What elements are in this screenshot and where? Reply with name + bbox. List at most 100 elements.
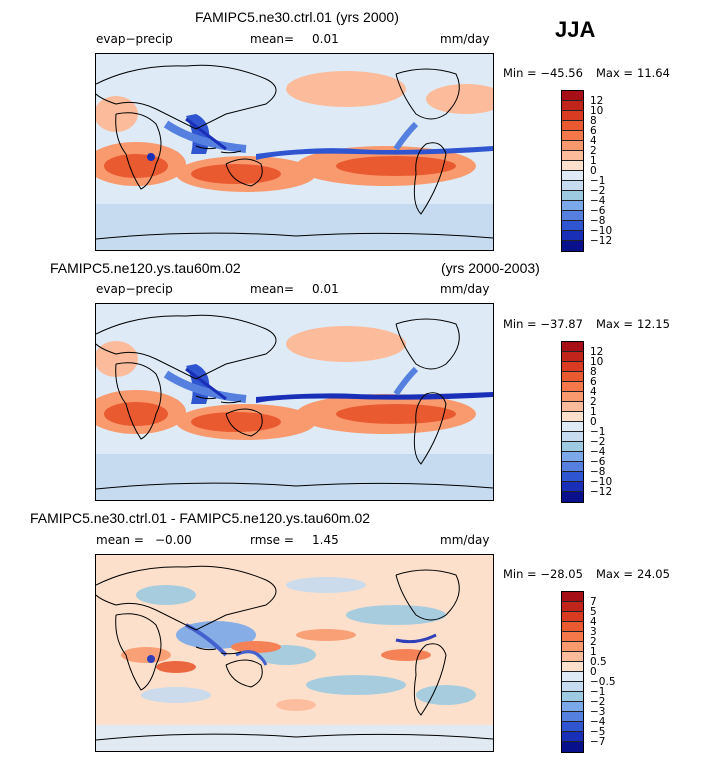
colorbar-tick-label: 4 xyxy=(590,135,597,147)
colorbar-tick-label: −1 xyxy=(590,686,606,698)
colorbar-tick-label: 0 xyxy=(590,416,597,428)
panel-2-colorbar-bin xyxy=(562,392,583,402)
colorbar-tick-label: 2 xyxy=(590,145,597,157)
colorbar-tick-label: 10 xyxy=(590,105,604,117)
panel-3-colorbar-bin xyxy=(562,712,583,722)
panel-2-map-field xyxy=(96,304,493,500)
panel-1-min: Min = −45.56 xyxy=(503,66,583,80)
colorbar-tick-label: 0 xyxy=(590,666,597,678)
colorbar-tick-label: −7 xyxy=(590,736,606,748)
panel-2-colorbar-bin xyxy=(562,492,583,502)
panel-3-colorbar-bin xyxy=(562,732,583,742)
panel-3-mean-label: mean = xyxy=(96,533,144,547)
panel-3-colorbar-bin xyxy=(562,602,583,612)
colorbar-tick-label: 4 xyxy=(590,616,597,628)
panel-3-min: Min = −28.05 xyxy=(503,567,583,581)
panel-3-rmse-value: 1.45 xyxy=(312,533,339,547)
panel-3-map-field xyxy=(96,555,493,751)
colorbar-tick-label: −2 xyxy=(590,436,606,448)
panel-1-colorbar xyxy=(561,90,584,252)
colorbar-tick-label: 8 xyxy=(590,115,597,127)
colorbar-tick-label: 12 xyxy=(590,346,604,358)
panel-2-colorbar xyxy=(561,341,584,503)
colorbar-tick-label: −3 xyxy=(590,706,606,718)
panel-1-colorbar-bin xyxy=(562,91,583,101)
colorbar-tick-label: −1 xyxy=(590,426,606,438)
panel-1-title: FAMIPC5.ne30.ctrl.01 (yrs 2000) xyxy=(195,9,399,25)
panel-2-max-label: Max = xyxy=(596,317,634,331)
panel-1-colorbar-bin xyxy=(562,241,583,251)
panel-1-colorbar-bin xyxy=(562,231,583,241)
panel-3-max-label: Max = xyxy=(596,567,634,581)
panel-3-colorbar-bin xyxy=(562,672,583,682)
panel-2-colorbar-bin xyxy=(562,482,583,492)
colorbar-tick-label: −8 xyxy=(590,466,606,478)
panel-1-colorbar-bin xyxy=(562,211,583,221)
colorbar-tick-label: −5 xyxy=(590,726,606,738)
panel-2-mean-value: 0.01 xyxy=(312,282,339,296)
panel-1-colorbar-bin xyxy=(562,101,583,111)
panel-1-map xyxy=(95,53,494,251)
panel-1-colorbar-bin xyxy=(562,161,583,171)
panel-3-colorbar-bin xyxy=(562,682,583,692)
panel-2-map xyxy=(95,303,494,501)
panel-3-colorbar-bin xyxy=(562,642,583,652)
panel-2-colorbar-bin xyxy=(562,412,583,422)
colorbar-tick-label: 12 xyxy=(590,95,604,107)
colorbar-tick-label: 0.5 xyxy=(590,656,607,668)
panel-2-max-value: 12.15 xyxy=(637,317,670,331)
colorbar-tick-label: 1 xyxy=(590,406,597,418)
panel-2-colorbar-bin xyxy=(562,452,583,462)
colorbar-tick-label: −12 xyxy=(590,235,613,247)
panel-3-colorbar-bin xyxy=(562,742,583,752)
panel-2-colorbar-bin xyxy=(562,402,583,412)
colorbar-tick-label: −4 xyxy=(590,195,606,207)
panel-2-colorbar-bin xyxy=(562,342,583,352)
colorbar-tick-label: −8 xyxy=(590,215,606,227)
colorbar-tick-label: −4 xyxy=(590,716,606,728)
panel-1-colorbar-bin xyxy=(562,181,583,191)
colorbar-tick-label: −12 xyxy=(590,486,613,498)
colorbar-tick-label: 1 xyxy=(590,646,597,658)
panel-2-colorbar-bin xyxy=(562,462,583,472)
colorbar-tick-label: 8 xyxy=(590,366,597,378)
panel-1-colorbar-bin xyxy=(562,151,583,161)
colorbar-tick-label: −1 xyxy=(590,175,606,187)
panel-1-max-label: Max = xyxy=(596,66,634,80)
panel-3-colorbar-bin xyxy=(562,622,583,632)
colorbar-tick-label: −10 xyxy=(590,225,613,237)
panel-1-colorbar-bin xyxy=(562,111,583,121)
colorbar-tick-label: 2 xyxy=(590,636,597,648)
panel-2-colorbar-bin xyxy=(562,352,583,362)
panel-1-map-field xyxy=(96,54,493,250)
panel-2-mean-label: mean= xyxy=(250,282,295,296)
panel-3-colorbar-bin xyxy=(562,652,583,662)
colorbar-tick-label: 2 xyxy=(590,396,597,408)
panel-2-colorbar-bin xyxy=(562,422,583,432)
panel-3-colorbar-bin xyxy=(562,692,583,702)
panel-2-min: Min = −37.87 xyxy=(503,317,583,331)
colorbar-tick-label: 1 xyxy=(590,155,597,167)
colorbar-tick-label: −2 xyxy=(590,696,606,708)
colorbar-tick-label: 0 xyxy=(590,165,597,177)
panel-3-rmse-label: rmse = xyxy=(250,533,294,547)
colorbar-tick-label: −4 xyxy=(590,446,606,458)
colorbar-tick-label: −2 xyxy=(590,185,606,197)
panel-1-mean-label: mean= xyxy=(250,32,295,46)
panel-2-years: (yrs 2000-2003) xyxy=(441,260,540,276)
panel-1-colorbar-bin xyxy=(562,201,583,211)
colorbar-tick-label: 10 xyxy=(590,356,604,368)
panel-2-colorbar-bin xyxy=(562,372,583,382)
colorbar-tick-label: 6 xyxy=(590,376,597,388)
panel-3-max-value: 24.05 xyxy=(637,567,670,581)
panel-2-title: FAMIPC5.ne120.ys.tau60m.02 xyxy=(50,260,241,276)
panel-1-variable: evap−precip xyxy=(96,32,173,46)
panel-2-colorbar-bin xyxy=(562,362,583,372)
colorbar-tick-label: 4 xyxy=(590,386,597,398)
panel-1-colorbar-bin xyxy=(562,141,583,151)
panel-1-colorbar-bin xyxy=(562,171,583,181)
panel-3-units: mm/day xyxy=(440,533,490,547)
panel-2-colorbar-bin xyxy=(562,382,583,392)
season-label: JJA xyxy=(555,17,596,42)
colorbar-tick-label: −10 xyxy=(590,476,613,488)
